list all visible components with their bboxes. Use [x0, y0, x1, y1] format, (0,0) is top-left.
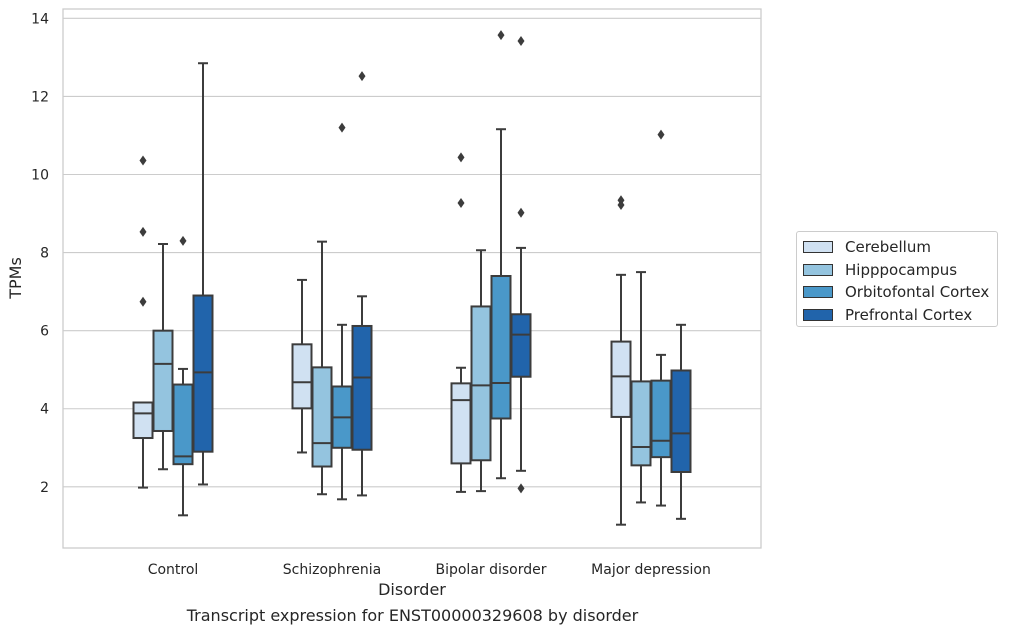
box-3-1	[351, 71, 373, 497]
box-2-0	[172, 235, 194, 517]
y-tick-label: 10	[31, 168, 49, 184]
box-3-0	[192, 62, 214, 486]
outlier-point	[517, 35, 525, 46]
box-iqr	[311, 366, 333, 468]
box-2-3	[650, 129, 672, 507]
x-tick-label: Control	[148, 562, 199, 578]
x-tick-label: Schizophrenia	[283, 562, 381, 578]
box-2-1	[331, 122, 353, 501]
x-tick-labels: Control Schizophrenia Bipolar disorder Majo…	[148, 562, 711, 578]
box-iqr	[670, 369, 692, 473]
legend-item-orbitofrontal: Orbitofontal Cortex	[803, 281, 997, 304]
box-iqr	[510, 313, 532, 378]
x-tick-label: Bipolar disorder	[435, 562, 546, 578]
plot-frame	[62, 8, 762, 549]
y-tick-labels: 2 4 6 8 10 12 14	[31, 11, 49, 495]
box-iqr	[610, 340, 632, 418]
legend-swatch-prefrontal	[803, 308, 833, 321]
legend: Cerebellum Hipppocampus Orbitofontal Cor…	[796, 231, 998, 327]
box-iqr	[650, 379, 672, 459]
legend-label-orbitofrontal: Orbitofontal Cortex	[845, 283, 990, 302]
legend-swatch-hippocampus	[803, 263, 833, 276]
figure-caption: Transcript expression for ENST0000032960…	[186, 606, 639, 625]
y-axis-label: TPMs	[6, 257, 25, 300]
outlier-point	[139, 226, 147, 237]
y-tick-label: 14	[31, 11, 49, 27]
legend-item-hippocampus: Hipppocampus	[803, 259, 997, 282]
legend-label-prefrontal: Prefrontal Cortex	[845, 305, 973, 324]
x-axis-label: Disorder	[378, 580, 446, 599]
box-iqr	[152, 329, 174, 432]
legend-item-prefrontal: Prefrontal Cortex	[803, 304, 997, 327]
y-tick-label: 6	[40, 324, 49, 340]
box-iqr	[351, 324, 373, 451]
legend-item-cerebellum: Cerebellum	[803, 236, 997, 259]
outlier-point	[179, 235, 187, 246]
outlier-point	[617, 195, 625, 206]
box-iqr	[630, 380, 652, 467]
box-iqr	[291, 343, 313, 410]
box-iqr	[132, 401, 154, 440]
box-1-0	[152, 242, 174, 471]
outlier-point	[139, 155, 147, 166]
x-tick-label: Major depression	[591, 562, 711, 578]
box-3-3	[670, 323, 692, 520]
box-0-2	[450, 152, 472, 493]
box-0-3	[610, 195, 632, 526]
outlier-point	[657, 129, 665, 140]
box-1-1	[311, 240, 333, 496]
box-3-2	[510, 35, 532, 494]
box-1-2	[470, 249, 492, 493]
outlier-point	[338, 122, 346, 133]
box-0-0	[132, 155, 154, 489]
box-iqr	[450, 382, 472, 465]
legend-swatch-orbitofrontal	[803, 286, 833, 299]
box-0-1	[291, 278, 313, 454]
legend-label-cerebellum: Cerebellum	[845, 238, 931, 257]
y-tick-label: 12	[31, 89, 49, 105]
outlier-point	[358, 71, 366, 82]
box-plot-layer	[132, 30, 692, 526]
box-iqr	[192, 294, 214, 453]
outlier-point	[139, 296, 147, 307]
box-iqr	[470, 305, 492, 462]
y-tick-label: 2	[40, 480, 49, 496]
outlier-point	[517, 207, 525, 218]
box-iqr	[490, 275, 512, 420]
outlier-point	[517, 483, 525, 494]
y-tick-label: 8	[40, 246, 49, 262]
box-1-3	[630, 271, 652, 504]
outlier-point	[497, 30, 505, 41]
y-tick-label: 4	[40, 402, 49, 418]
outlier-point	[457, 152, 465, 163]
legend-swatch-cerebellum	[803, 241, 833, 254]
outlier-point	[457, 197, 465, 208]
box-iqr	[172, 383, 194, 466]
legend-label-hippocampus: Hipppocampus	[845, 260, 958, 279]
box-2-2	[490, 30, 512, 480]
